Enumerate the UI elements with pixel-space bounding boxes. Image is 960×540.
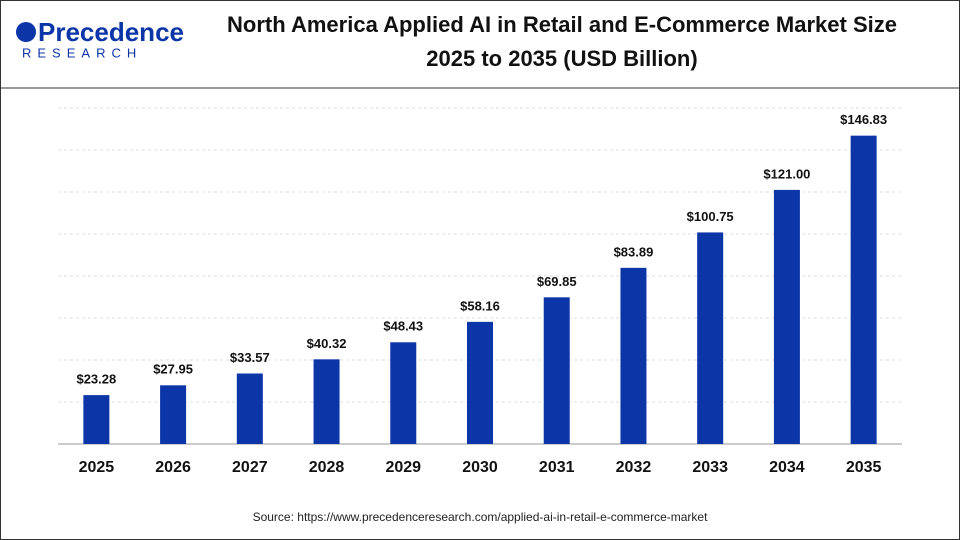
logo-icon [16, 22, 36, 42]
data-label: $27.95 [153, 362, 193, 377]
data-label: $40.32 [307, 336, 347, 351]
x-tick-label: 2027 [232, 459, 268, 476]
x-tick-label: 2030 [462, 459, 498, 476]
chart-title: 2025 to 2035 (USD Billion) [426, 46, 697, 71]
bar [390, 342, 417, 444]
x-tick-label: 2033 [692, 459, 728, 476]
data-label: $100.75 [687, 209, 734, 224]
x-tick-label: 2034 [769, 459, 805, 476]
bar [543, 297, 570, 444]
data-label: $58.16 [460, 298, 500, 313]
bar [236, 373, 263, 444]
data-label: $69.85 [537, 274, 577, 289]
x-tick-label: 2035 [846, 459, 882, 476]
x-tick-label: 2029 [385, 459, 421, 476]
bar [697, 232, 724, 444]
bar [467, 321, 493, 444]
x-tick-label: 2031 [539, 459, 575, 476]
bar [313, 359, 340, 444]
x-tick-label: 2028 [309, 459, 345, 476]
source-note: Source: https://www.precedenceresearch.c… [253, 510, 709, 524]
data-label: $23.28 [76, 372, 116, 387]
data-label: $48.43 [383, 319, 423, 334]
x-tick-label: 2026 [155, 459, 191, 476]
logo-name: Precedence [38, 17, 184, 47]
data-label: $33.57 [230, 350, 270, 365]
data-label: $121.00 [763, 166, 810, 181]
data-label: $83.89 [614, 244, 654, 259]
bar [773, 189, 800, 444]
bar [850, 135, 877, 445]
data-label: $146.83 [840, 112, 887, 127]
logo-sub: RESEARCH [22, 45, 142, 60]
chart-title: North America Applied AI in Retail and E… [227, 12, 897, 37]
bar [620, 267, 647, 444]
x-tick-label: 2032 [616, 459, 652, 476]
bar [83, 395, 110, 444]
bar [160, 385, 187, 444]
x-tick-label: 2025 [79, 459, 115, 476]
